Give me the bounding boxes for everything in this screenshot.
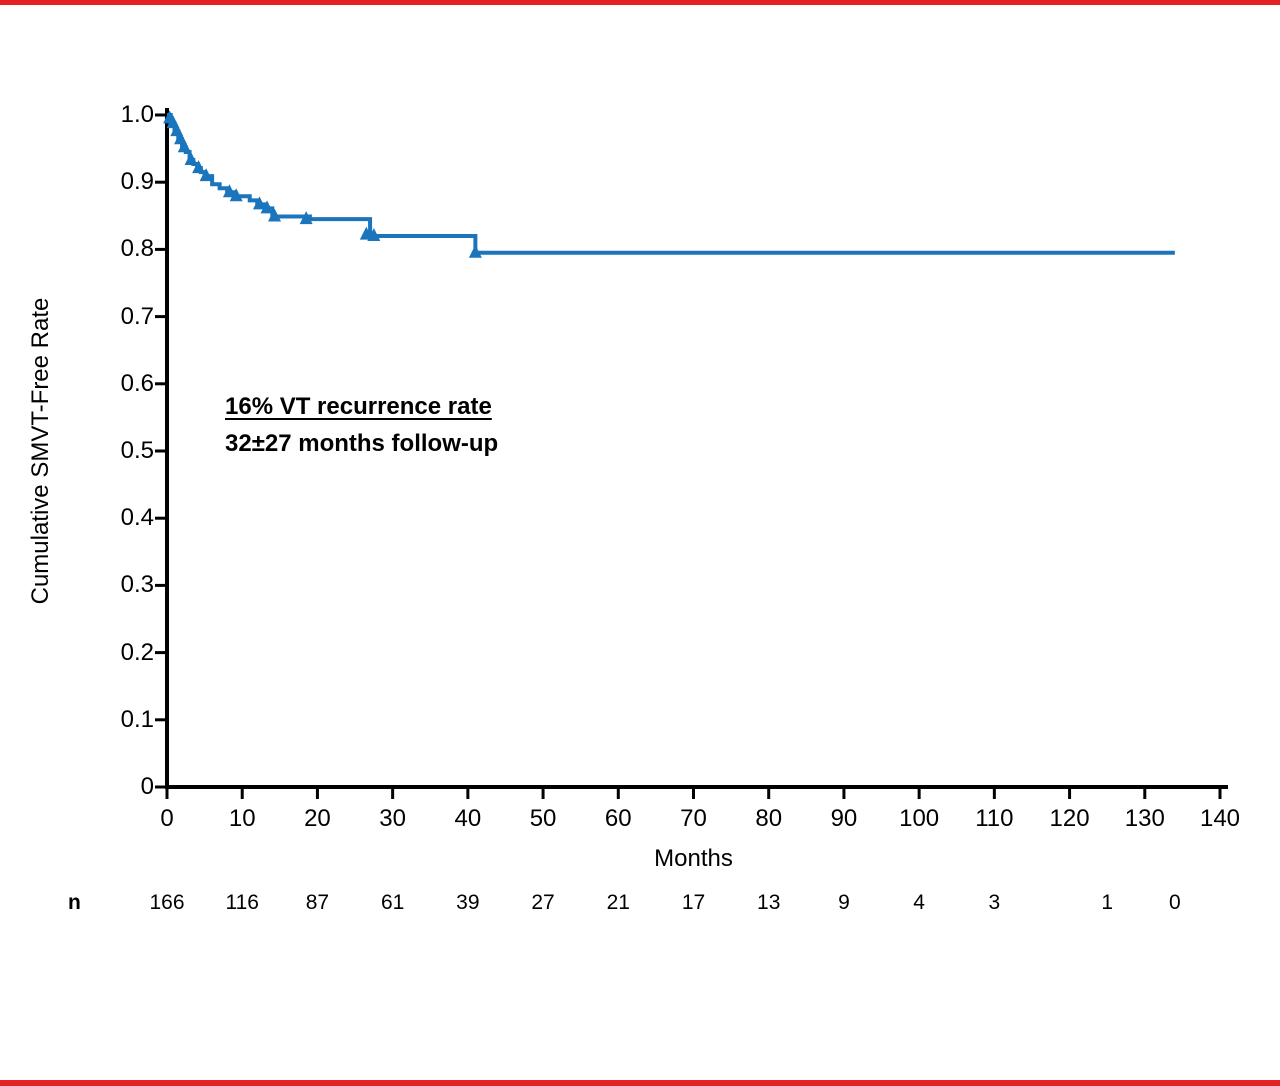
x-axis-title: Months: [654, 845, 733, 872]
y-axis-title: Cumulative SMVT-Free Rate: [27, 297, 54, 605]
x-tick-label: 140: [1199, 805, 1241, 832]
x-tick-label: 30: [379, 805, 406, 832]
x-tick-label: 80: [755, 805, 783, 832]
x-tick-label: 60: [604, 805, 632, 832]
risk-table-value: 116: [225, 891, 259, 914]
x-tick-label: 50: [529, 805, 557, 832]
top-border: [0, 0, 1280, 5]
censor-mark-icon: [468, 244, 482, 258]
risk-table-value: 27: [531, 891, 555, 914]
x-tick-label: 70: [680, 805, 707, 832]
censor-mark-icon: [184, 152, 198, 166]
censor-mark-icon: [199, 168, 213, 182]
x-tick-label: 120: [1049, 805, 1090, 832]
x-tick-label: 90: [830, 805, 858, 832]
risk-table-value: 17: [681, 891, 706, 914]
y-tick-label: 0.2: [120, 638, 154, 666]
risk-table-value: 1: [1101, 891, 1114, 914]
y-tick-label: 0.9: [120, 168, 154, 196]
survival-curve: [167, 113, 1175, 255]
censor-mark-icon: [192, 160, 206, 174]
risk-table-value: 166: [149, 891, 185, 914]
risk-table-value: 21: [606, 891, 630, 914]
y-tick-label: 0: [140, 773, 154, 800]
y-tick-label: 0.4: [120, 504, 154, 532]
x-tick-label: 40: [454, 805, 482, 832]
censor-mark-icon: [367, 227, 381, 241]
x-tick-label: 130: [1124, 805, 1165, 832]
y-tick-label: 0.6: [120, 369, 154, 397]
y-tick-label: 0.7: [120, 302, 154, 330]
annotation-recurrence-rate: 16% VT recurrence rate: [225, 393, 492, 420]
censor-mark-icon: [268, 208, 282, 222]
censor-mark-icon: [253, 196, 267, 210]
risk-table-value: 3: [988, 891, 1001, 914]
bottom-border: [0, 1080, 1280, 1086]
censor-mark-icon: [177, 139, 191, 153]
annotation-block: 16% VT recurrence rate 32±27 months foll…: [225, 388, 498, 462]
x-tick-label: 10: [228, 805, 256, 832]
y-tick-label: 0.3: [120, 571, 154, 599]
risk-table-value: 61: [380, 891, 405, 914]
censor-mark-icon: [229, 188, 243, 202]
y-tick-label: 0.8: [120, 235, 154, 263]
risk-table-value: 0: [1169, 891, 1181, 914]
x-tick-label: 0: [160, 805, 174, 832]
y-tick-label: 0.1: [120, 705, 154, 733]
x-tick-label: 20: [304, 805, 331, 832]
x-tick-label: 110: [975, 805, 1014, 832]
risk-table-value: 9: [838, 891, 850, 914]
risk-table-value: 4: [913, 891, 925, 914]
y-tick-label: 0.5: [120, 437, 154, 464]
x-tick-label: 100: [899, 805, 940, 832]
annotation-followup: 32±27 months follow-up: [225, 430, 499, 457]
risk-table-label: n: [68, 891, 81, 914]
y-tick-label: 1.0: [120, 101, 154, 128]
censor-mark-icon: [260, 200, 274, 214]
censor-mark-icon: [299, 211, 313, 225]
risk-table-value: 13: [757, 891, 781, 914]
censor-mark-icon: [222, 184, 236, 198]
risk-table-value: 87: [305, 891, 330, 914]
risk-table-value: 39: [456, 891, 480, 914]
censor-mark-icon: [359, 226, 373, 240]
